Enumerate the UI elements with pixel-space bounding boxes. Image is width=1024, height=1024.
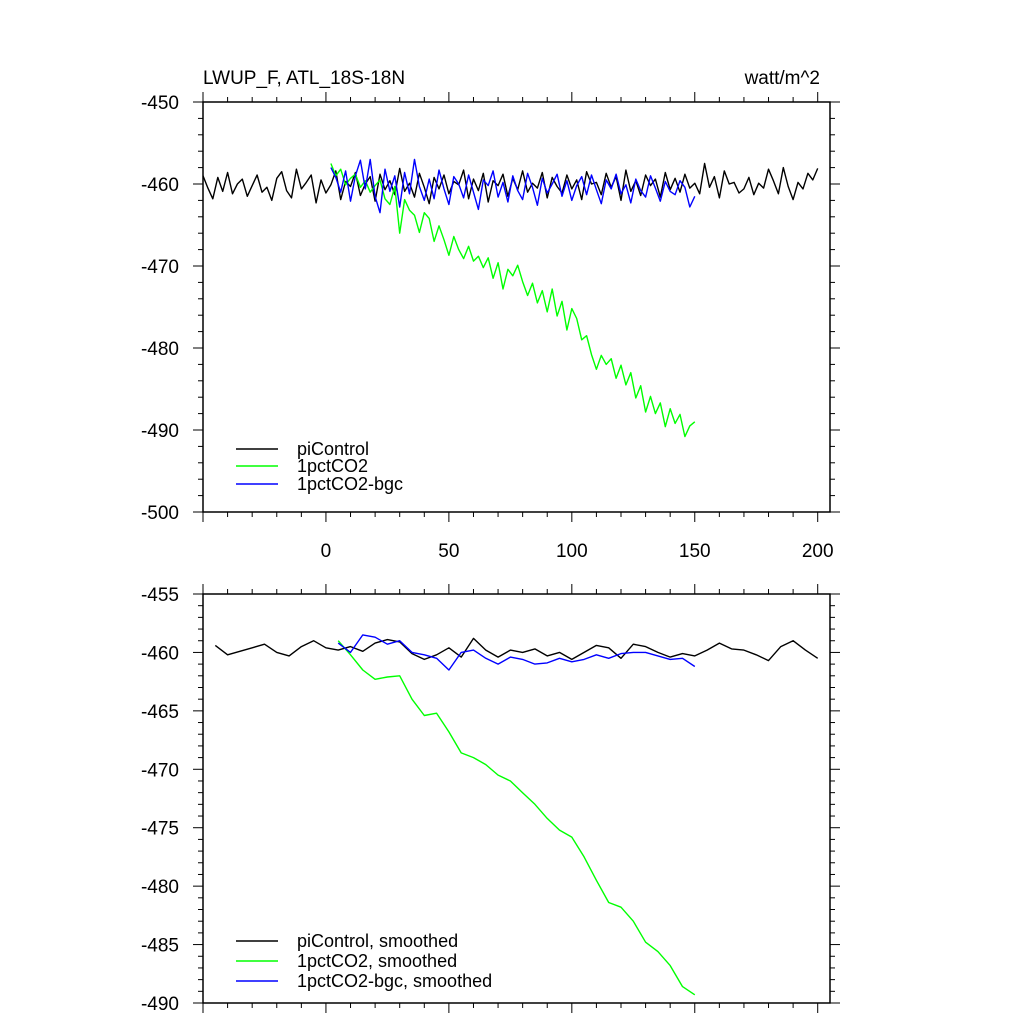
y-tick-label: -480: [141, 339, 179, 360]
legend-label: piControl, smoothed: [297, 931, 458, 951]
series-line-1pctco2-bgc: [330, 158, 696, 214]
y-tick-label: -490: [141, 994, 179, 1015]
top-panel: 0 50 100 150 200 -450 -460 -470 -480 -490 -500 piCo…: [141, 92, 840, 562]
series-line-picontrol: [202, 162, 819, 205]
y-tick-label: -460: [141, 643, 179, 664]
y-tick-label: -480: [141, 877, 179, 898]
legend-label: 1pctCO2-bgc: [297, 474, 403, 494]
y-tick-label: -465: [141, 702, 179, 723]
y-tick-label: -455: [141, 585, 179, 606]
series-line-1pctco2-bgc-smoothed: [337, 634, 696, 671]
bottom-panel: -455 -460 -465 -470 -475 -480 -485 -490 piContro…: [141, 584, 840, 1015]
y-tick-label: -470: [141, 257, 179, 278]
x-tick-label: 100: [556, 541, 588, 562]
x-tick-label: 200: [802, 541, 834, 562]
series-line-1pctco2: [330, 163, 696, 438]
y-tick-label: -450: [141, 93, 179, 114]
x-tick-label: 50: [438, 541, 459, 562]
plot-frame: [202, 593, 831, 1004]
plot-frame: [202, 101, 831, 513]
units-label: watt/m^2: [744, 68, 820, 89]
y-tick-label: -500: [141, 503, 179, 524]
series-line-1pctco2-smoothed: [337, 640, 696, 996]
y-tick-label: -470: [141, 760, 179, 781]
legend-label: 1pctCO2, smoothed: [297, 951, 457, 971]
x-tick-label: 0: [321, 541, 332, 562]
legend-label: piControl: [297, 439, 369, 459]
y-tick-label: -485: [141, 936, 179, 957]
y-tick-label: -460: [141, 175, 179, 196]
x-tick-label: 150: [679, 541, 711, 562]
y-tick-label: -475: [141, 819, 179, 840]
series-line-picontrol-smoothed: [214, 637, 819, 662]
legend-label: 1pctCO2-bgc, smoothed: [297, 971, 492, 991]
y-tick-label: -490: [141, 421, 179, 442]
chart-title: LWUP_F, ATL_18S-18N: [203, 68, 405, 89]
legend-label: 1pctCO2: [297, 456, 368, 476]
